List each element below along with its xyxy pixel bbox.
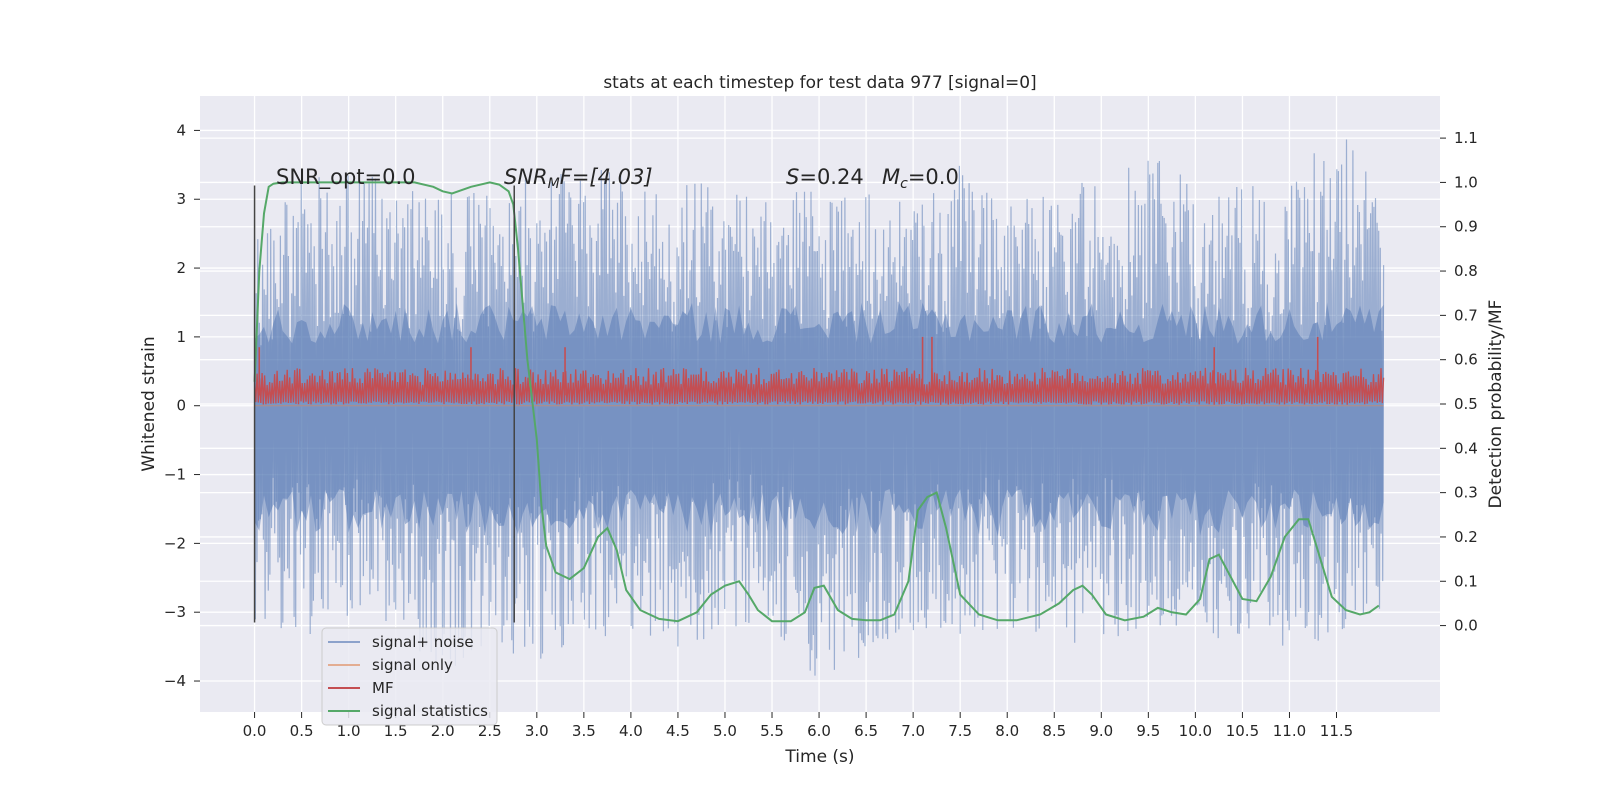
data-layer [253,139,1385,676]
s-label: S [786,165,799,189]
x-tick-label: 5.5 [760,722,784,740]
x-tick-label: 7.5 [948,722,972,740]
x-tick-label: 0.5 [290,722,314,740]
x-tick-label: 1.5 [384,722,408,740]
s-value: =0.24 [799,165,863,189]
x-tick-label: 5.0 [713,722,737,740]
legend-label-mf: MF [372,679,394,697]
x-tick-label: 1.0 [337,722,361,740]
x-tick-label: 3.0 [525,722,549,740]
y-right-tick-label: 0.8 [1454,262,1478,280]
x-tick-label: 11.5 [1320,722,1353,740]
snr-opt-annotation: SNR_opt=0.0 [276,165,416,190]
x-tick-label: 4.5 [666,722,690,740]
x-tick-label: 10.0 [1179,722,1212,740]
snr-mf-prefix: SNR [504,165,548,189]
x-axis-label: Time (s) [784,747,854,767]
x-tick-label: 8.5 [1042,722,1066,740]
x-tick-label: 11.0 [1273,722,1306,740]
snr-s-annotation: S=0.24 [786,165,864,189]
y-tick-label: −2 [164,534,186,552]
legend-label-signal-only: signal only [372,656,453,674]
y-right-tick-label: 0.5 [1454,395,1478,413]
mc-label: M [882,165,900,189]
signal-noise-core [254,302,1384,537]
mc-subscript: c [900,176,908,192]
legend-label-signal-statistics: signal statistics [372,702,488,720]
y-tick-label: 3 [176,190,186,208]
y-tick-label: 1 [176,328,186,346]
y-right-tick-label: 0.4 [1454,439,1478,457]
y-right-tick-label: 1.1 [1454,129,1478,147]
y-right-tick-label: 0.0 [1454,617,1478,635]
x-tick-label: 2.5 [478,722,502,740]
snr-mf-annotation: SNRMF=[4.03] [504,165,653,192]
signal-noise-line [254,139,1385,676]
y-tick-label: 4 [176,121,186,139]
y-tick-label: 0 [176,397,186,415]
mc-value: =0.0 [908,165,959,189]
y-right-tick-label: 0.1 [1454,572,1478,590]
x-tick-label: 2.0 [431,722,455,740]
x-tick-label: 4.0 [619,722,643,740]
legend-label-signal-noise: signal+ noise [372,633,474,651]
x-tick-label: 6.5 [854,722,878,740]
annotations: SNR_opt=0.0 SNRMF=[4.03] S=0.24 Mc=0.0 [253,165,959,623]
y-right-tick-label: 0.2 [1454,528,1478,546]
legend: signal+ noise signal only MF signal statist… [321,627,498,726]
snr-mf-subscript: M [548,176,560,192]
mc-annotation: Mc=0.0 [882,165,959,192]
signal-statistics-line [253,181,1380,623]
x-tick-label: 3.5 [572,722,596,740]
x-tick-label: 9.0 [1089,722,1113,740]
y-tick-label: 2 [176,259,186,277]
axes: 0.0 0.5 1.0 1.5 2.0 2.5 3.0 3.5 4.0 4.5 5.0 5.5 6.0 6… [164,121,1478,740]
y-tick-label: −1 [164,466,186,484]
x-tick-label: 7.0 [901,722,925,740]
y-right-tick-label: 0.6 [1454,351,1478,369]
y-right-tick-label: 0.9 [1454,218,1478,236]
x-tick-label: 8.0 [995,722,1019,740]
y-right-tick-label: 0.3 [1454,484,1478,502]
legend-box [321,627,498,726]
y-tick-label: −3 [164,603,186,621]
y-axis-right-label: Detection probability/MF [1486,300,1506,509]
chart-title: stats at each timestep for test data 977… [603,73,1036,93]
x-tick-label: 9.5 [1136,722,1160,740]
y-right-tick-label: 0.7 [1454,306,1478,324]
y-tick-label: −4 [164,672,186,690]
y-axis-label: Whitened strain [139,336,159,471]
y-right-tick-label: 1.0 [1454,173,1478,191]
x-tick-label: 0.0 [243,722,267,740]
x-tick-label: 6.0 [807,722,831,740]
mf-line [253,367,1385,405]
snr-mf-suffix: F=[4.03] [560,165,653,189]
x-tick-label: 10.5 [1226,722,1259,740]
